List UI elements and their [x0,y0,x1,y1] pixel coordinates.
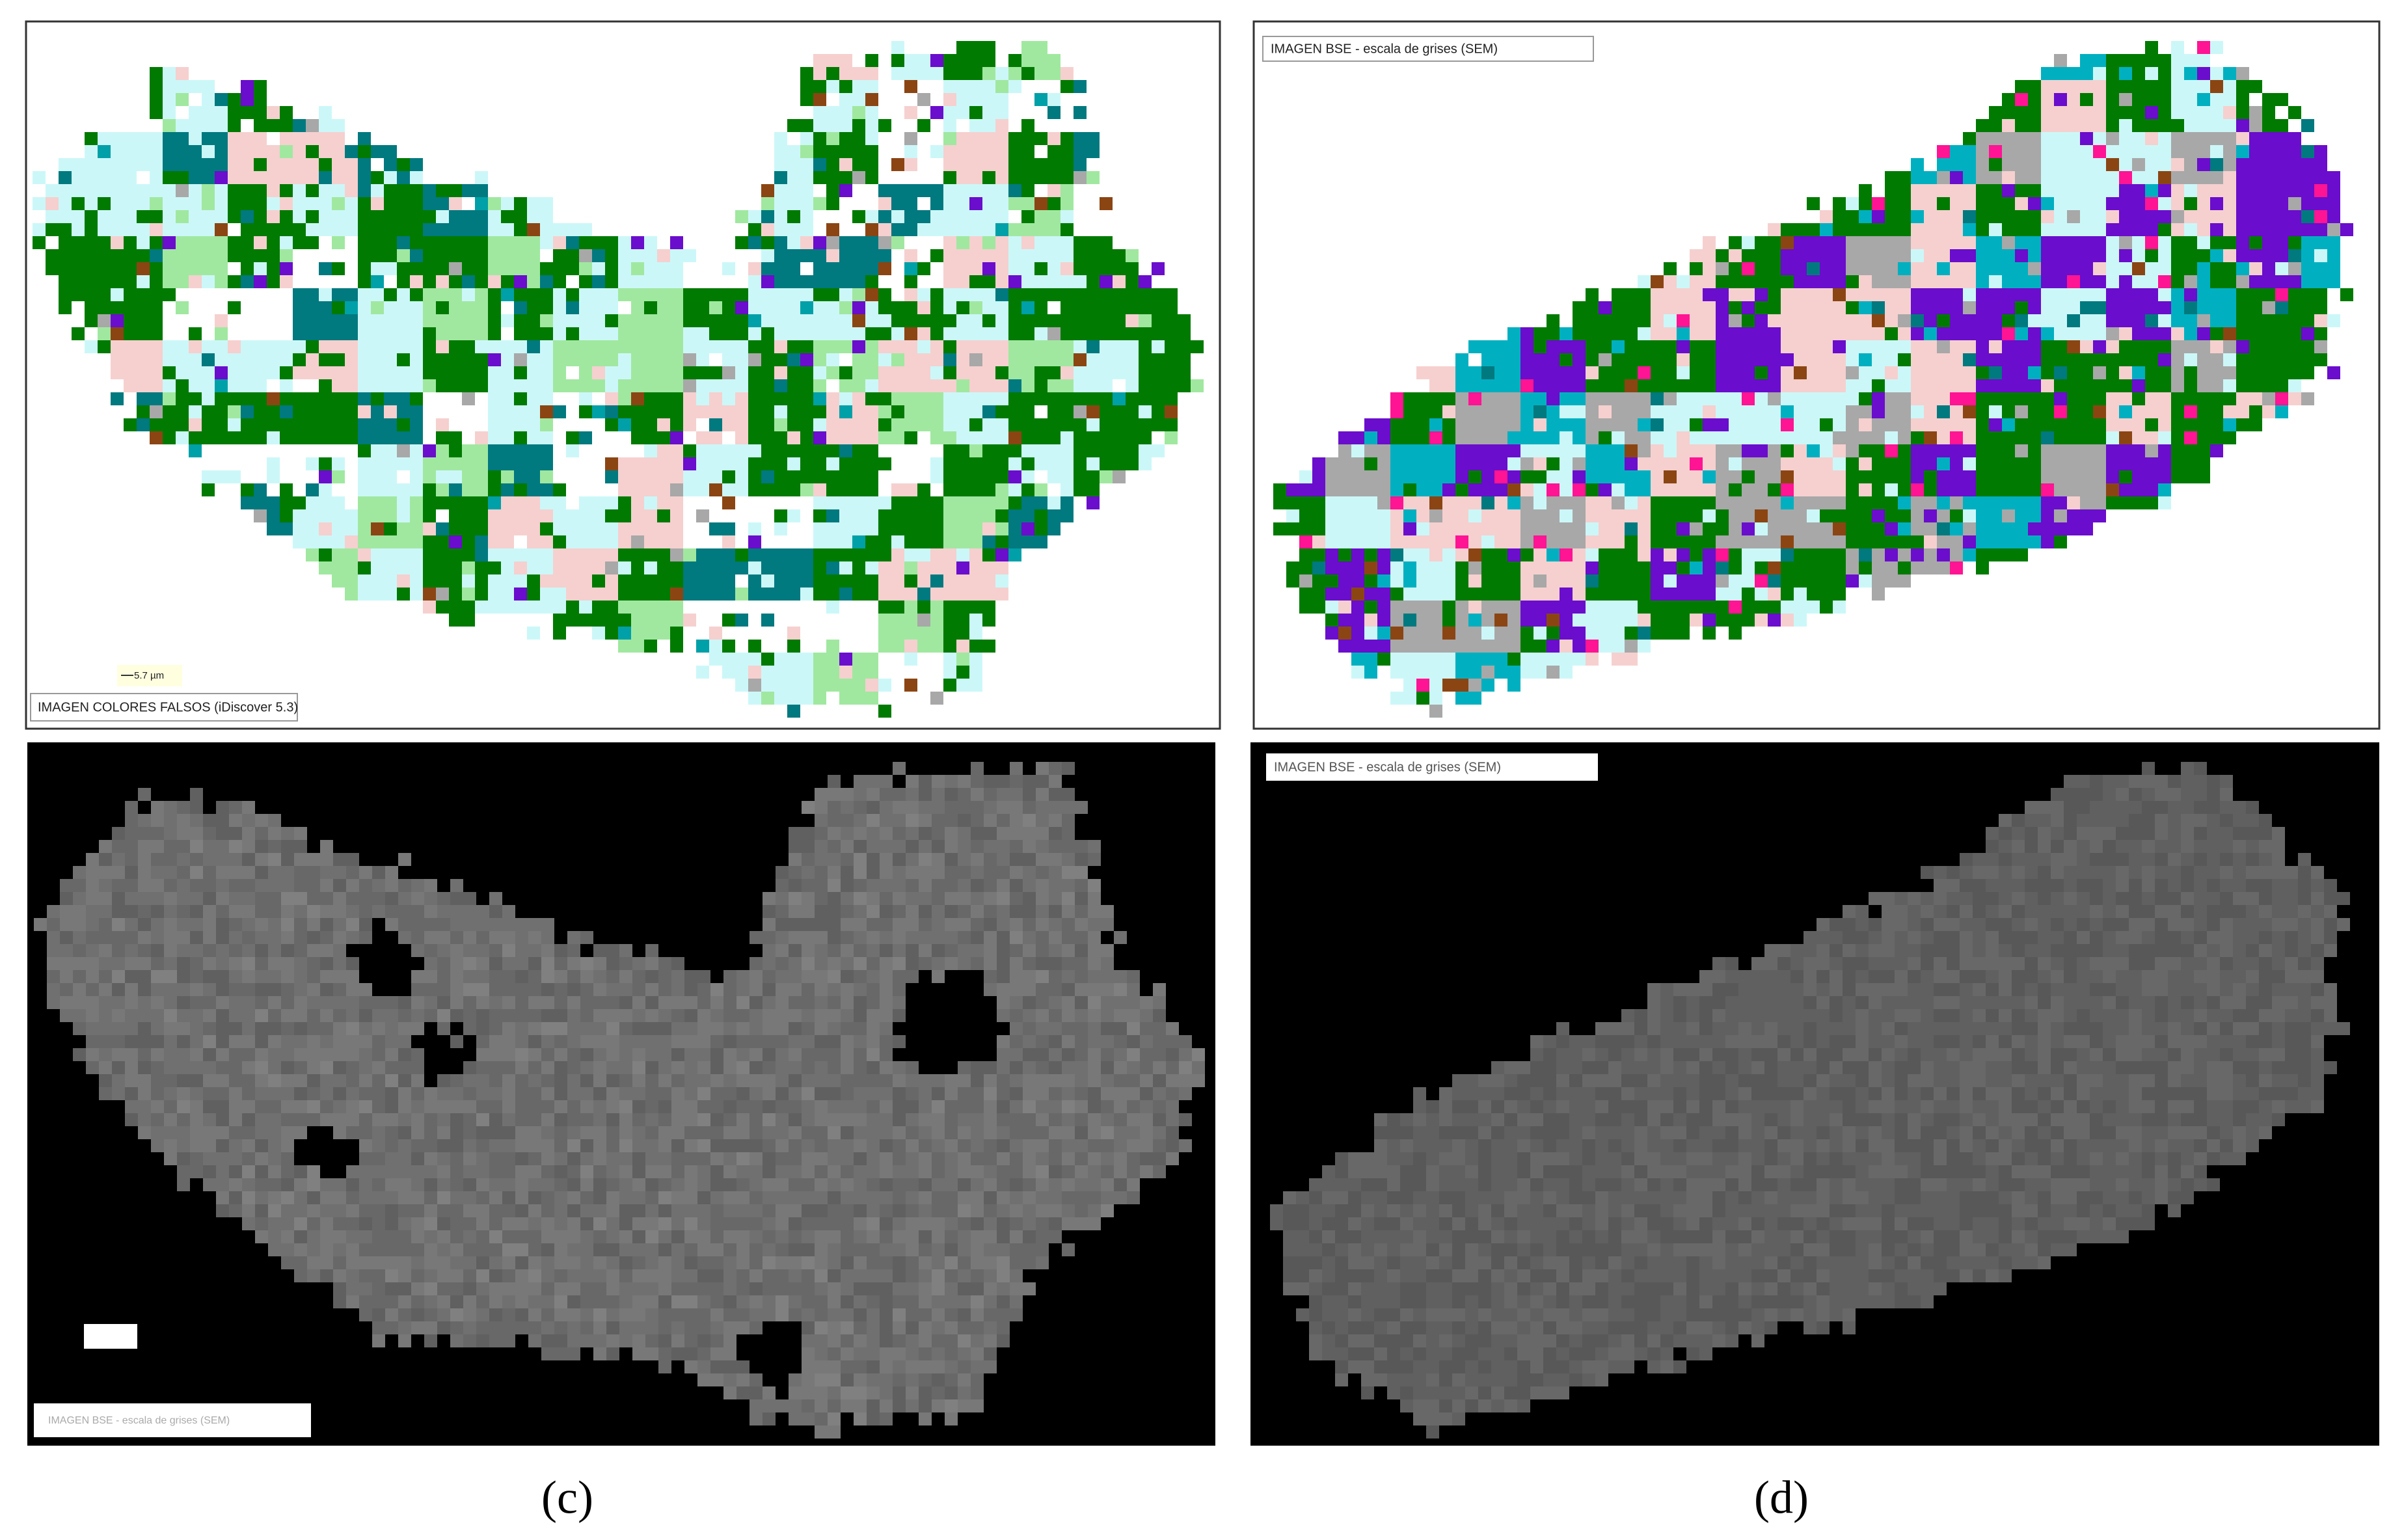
label-box [34,1403,311,1437]
mineral-phase [46,54,1139,692]
scale-label: 5.7 µm [134,670,164,681]
mineral-phase [112,801,1205,1425]
caption: (d) [1754,1472,1809,1524]
mineral-phase [1286,67,2353,653]
label-box [30,693,298,722]
panel-label: IMAGEN BSE - escala de grises (SEM) [48,1415,230,1426]
panel-label: IMAGEN COLORES FALSOS (iDiscover 5.3) [38,700,298,714]
panel-label: IMAGEN BSE - escala de grises (SEM) [1271,42,1498,56]
panel-frame [25,20,1221,730]
mineral-phase [1312,119,2314,640]
label-box [1262,36,1594,62]
caption: (c) [541,1472,593,1524]
maps [26,21,2379,1446]
mineral-phase [1270,762,2350,1425]
scale-box [84,1324,137,1349]
panel-frame [1252,20,2381,730]
mineral-phase [33,41,1204,718]
mineral-phase [1299,54,2340,718]
panel-label: IMAGEN BSE - escala de grises (SEM) [1274,760,1501,774]
mineral-phase [1286,41,2340,705]
mineral-phase [1312,80,2327,666]
mineral-phase [33,41,1165,705]
label-box [1266,753,1598,781]
mineral-phase [47,762,1205,1425]
mineral-phase [98,41,1204,705]
mineral-phase [1283,775,2350,1425]
mineral-phase [1273,41,2353,705]
